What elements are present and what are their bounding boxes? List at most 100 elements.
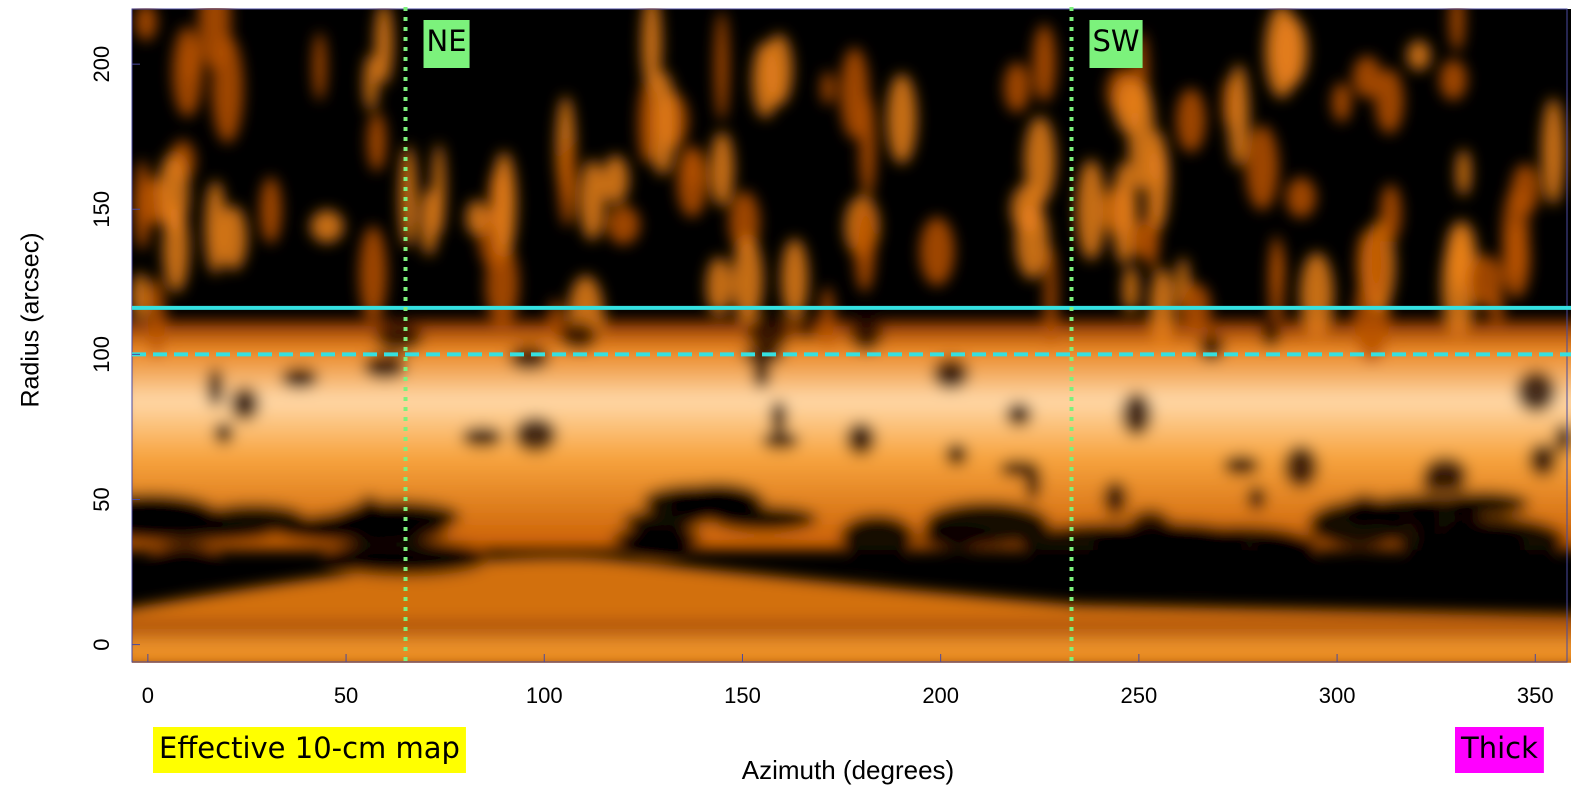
heat-blob — [579, 159, 606, 241]
heat-blob — [1076, 159, 1106, 261]
heat-blob — [1439, 59, 1467, 101]
heat-blob — [714, 11, 729, 121]
heat-blob — [1456, 149, 1471, 197]
heat-dark-spot — [1423, 456, 1468, 492]
heat-dark-spot — [509, 345, 550, 371]
x-tick-label: 150 — [724, 683, 761, 708]
heat-blob — [1467, 254, 1503, 308]
heat-blob — [310, 209, 344, 243]
heat-low-spot — [201, 503, 306, 533]
heat-base — [132, 620, 1571, 663]
heat-blob — [606, 205, 640, 245]
heat-dark-spot — [1223, 454, 1260, 476]
heat-blob — [1449, 8, 1465, 52]
heat-blob — [820, 286, 835, 350]
heat-dark-spot — [1528, 442, 1558, 477]
heat-blob — [1369, 226, 1387, 302]
x-tick-label: 50 — [334, 683, 358, 708]
heat-blob — [1176, 88, 1206, 153]
x-tick-label: 300 — [1319, 683, 1356, 708]
heat-blob — [132, 272, 150, 320]
heat-dark-spot — [761, 430, 799, 450]
heat-blob — [1352, 55, 1382, 99]
heat-dark-spot — [1283, 445, 1319, 488]
heat-blob — [1015, 202, 1049, 280]
plot-frame — [131, 8, 1568, 663]
heat-blob — [840, 47, 869, 140]
heat-blob — [148, 277, 166, 359]
heat-dark-spot — [1198, 333, 1225, 362]
heat-low-spot — [624, 525, 695, 559]
heat-blob — [641, 8, 662, 95]
heat-dark-spot — [769, 400, 788, 433]
heat-blob — [363, 54, 379, 111]
y-tick-label: 0 — [89, 638, 114, 650]
heat-blob — [781, 238, 809, 320]
heat-blob — [710, 131, 734, 207]
heat-dark-spot — [1024, 461, 1042, 501]
heat-dark-spot — [845, 422, 876, 456]
heat-blob — [204, 180, 227, 274]
heat-blob — [854, 202, 875, 293]
heat-blob — [1273, 16, 1308, 87]
heat-blob — [1375, 68, 1404, 134]
heat-blob — [821, 71, 835, 105]
x-tick-label: 250 — [1121, 683, 1158, 708]
heat-dark-spot — [206, 367, 224, 408]
heat-dark-spot — [945, 443, 968, 466]
heat-blob — [886, 73, 917, 164]
heat-dark-spot — [796, 320, 817, 340]
heat-blob — [259, 176, 282, 244]
heat-blob — [1245, 125, 1279, 211]
heat-low-spot — [710, 505, 818, 532]
note-text: Effective 10-cm map — [159, 731, 460, 765]
heat-dark-spot — [363, 354, 407, 380]
heat-dark-spot — [375, 323, 423, 353]
reference-label: NE — [427, 24, 467, 58]
x-tick-label: 0 — [142, 683, 154, 708]
heat-blob — [399, 145, 417, 248]
note-highlight — [1455, 727, 1544, 773]
x-tick-label: 350 — [1517, 683, 1554, 708]
heat-texture — [132, 8, 1571, 663]
heat-blob — [1446, 220, 1477, 286]
heat-blob — [1004, 62, 1030, 113]
heat-blob — [485, 242, 519, 327]
heat-blob — [198, 8, 231, 71]
heat-dark-spot — [746, 317, 791, 352]
heat-dark-spot — [1247, 485, 1266, 511]
note-highlight — [153, 727, 466, 773]
heat-blob — [1406, 40, 1431, 71]
heat-blob — [1044, 245, 1058, 348]
heat-dark-spot — [1260, 315, 1281, 349]
heat-blob — [465, 199, 489, 236]
y-tick-label: 150 — [89, 191, 114, 228]
heat-blob — [1122, 265, 1139, 313]
heat-wedge — [132, 557, 1571, 640]
heat-blob — [706, 257, 732, 316]
heat-blob — [1299, 252, 1334, 337]
heat-dark-spot — [514, 416, 557, 453]
heat-blob — [1271, 244, 1285, 293]
heat-blob — [648, 71, 677, 176]
heat-blob — [420, 189, 439, 256]
heat-dark-spot — [1516, 370, 1557, 413]
heat-blob — [1380, 184, 1402, 243]
heat-blob — [359, 225, 387, 322]
heatmap-image — [132, 8, 1571, 663]
heat-blob — [1131, 221, 1158, 260]
heat-blob — [558, 138, 576, 227]
heat-blob — [367, 112, 387, 172]
heat-low-spot — [149, 544, 221, 569]
heat-blob — [1227, 64, 1250, 167]
heat-blob — [1286, 177, 1317, 218]
heat-blob — [157, 153, 190, 234]
heat-blob — [677, 145, 708, 218]
heat-blob — [1114, 77, 1144, 134]
reference-label-bg — [423, 20, 470, 68]
heat-dark-spot — [1121, 392, 1153, 437]
heat-dark-spot — [1102, 480, 1128, 516]
x-tick-label: 200 — [922, 683, 959, 708]
heat-low-spot — [919, 526, 996, 550]
